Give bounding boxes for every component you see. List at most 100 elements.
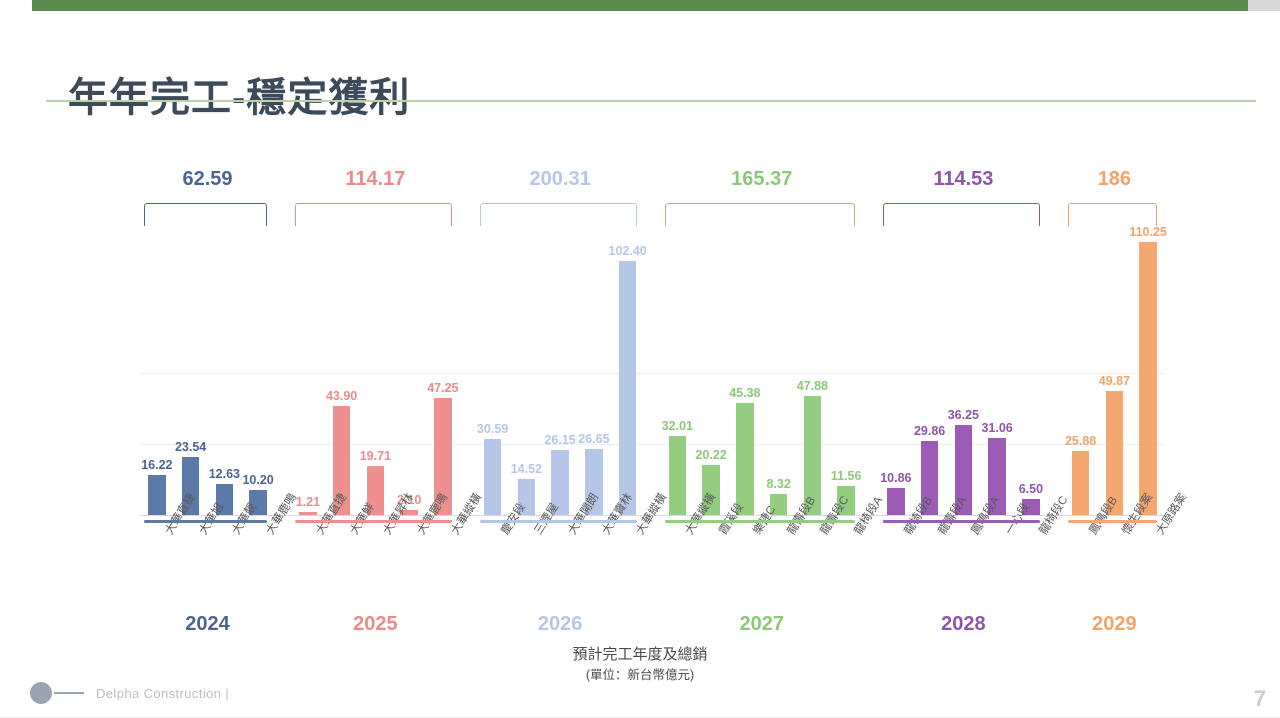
- year-label-2025: 2025: [353, 613, 398, 635]
- bar-fill: [920, 440, 939, 515]
- bar[interactable]: 45.38: [729, 386, 761, 515]
- group-total-2025: 114.17: [345, 168, 406, 190]
- bar-fill: [668, 435, 687, 515]
- bar-value-label: 49.87: [1098, 374, 1130, 389]
- bar-fill: [1071, 450, 1090, 515]
- year-label-2026: 2026: [537, 613, 583, 635]
- bar[interactable]: 30.59: [477, 422, 508, 515]
- bar-value-label: 43.90: [325, 389, 358, 404]
- bar-value-label: 29.86: [913, 423, 946, 438]
- bar-fill: [736, 402, 754, 515]
- group-bracket-2024: [144, 203, 267, 226]
- bar-value-label: 26.15: [544, 433, 576, 448]
- bar-fill: [551, 450, 569, 515]
- chart-plot-area: 62.59 16.22 23.54 12.63 10.20 114.17 1.21 43.90…: [140, 140, 1167, 555]
- bar-fill: [803, 396, 822, 515]
- bar[interactable]: 36.25: [948, 408, 979, 515]
- bar[interactable]: 2.10: [397, 493, 421, 515]
- bar-value-label: 47.25: [427, 380, 459, 395]
- group-bracket-2028: [883, 203, 1040, 226]
- bar[interactable]: 8.32: [766, 477, 791, 515]
- bar-fill: [517, 479, 536, 515]
- bar-value-label: 14.52: [510, 462, 542, 477]
- gridline: [140, 372, 1165, 374]
- x-axis-title-main: 預計完工年度及總銷: [572, 646, 708, 663]
- bar-value-label: 45.38: [729, 385, 761, 400]
- bar[interactable]: 20.22: [695, 448, 727, 515]
- bar-fill: [299, 512, 317, 515]
- bar[interactable]: 23.54: [175, 440, 206, 515]
- group-underline-2028: [883, 520, 1040, 523]
- bar[interactable]: 11.56: [831, 469, 861, 515]
- bar[interactable]: 1.21: [296, 495, 320, 515]
- bar-fill: [988, 438, 1006, 515]
- group-total-2026: 200.31: [529, 168, 591, 190]
- bar-value-label: 110.25: [1129, 224, 1167, 239]
- top-left-spacer: [0, 0, 32, 11]
- bar-value-label: 19.71: [359, 449, 391, 464]
- bar-fill: [618, 261, 637, 515]
- bar[interactable]: 29.86: [914, 424, 945, 515]
- bar[interactable]: 6.50: [1019, 482, 1043, 515]
- bar[interactable]: 31.06: [981, 421, 1013, 515]
- bar-fill: [249, 489, 267, 515]
- bar-value-label: 16.22: [141, 457, 173, 472]
- bar[interactable]: 26.65: [578, 432, 610, 515]
- bar[interactable]: 47.25: [427, 381, 459, 515]
- bar[interactable]: 10.20: [242, 473, 274, 515]
- page-number: 7: [1253, 686, 1266, 711]
- group-underline-2026: [479, 520, 637, 523]
- bar-value-label: 31.06: [981, 421, 1013, 436]
- group-underline-2029: [1067, 520, 1157, 523]
- bar-value-label: 1.21: [295, 495, 321, 509]
- bar-value-label: 8.32: [766, 477, 791, 492]
- year-label-2024: 2024: [185, 613, 230, 635]
- bar[interactable]: 110.25: [1129, 225, 1167, 515]
- x-axis-title-unit: (單位：新台幣億元): [585, 668, 695, 682]
- bar-fill: [215, 483, 234, 515]
- bar-fill: [837, 486, 855, 515]
- bar-value-label: 11.56: [830, 469, 862, 484]
- bar[interactable]: 25.88: [1065, 434, 1096, 515]
- year-label-2027: 2027: [739, 613, 785, 635]
- bar-value-label: 47.88: [796, 379, 828, 394]
- group-underline-2024: [144, 520, 267, 523]
- bar-value-label: 23.54: [174, 439, 207, 454]
- bar-value-label: 26.65: [578, 431, 610, 446]
- bar-fill: [181, 456, 200, 515]
- bar-fill: [434, 397, 452, 515]
- bar[interactable]: 26.15: [544, 433, 576, 515]
- bar-fill: [332, 406, 351, 515]
- bar[interactable]: 16.22: [141, 458, 173, 515]
- bar[interactable]: 43.90: [326, 389, 357, 515]
- group-bracket-2025: [295, 203, 452, 226]
- gridline: [140, 443, 1165, 445]
- bar[interactable]: 12.63: [209, 467, 240, 515]
- bar-value-label: 6.50: [1018, 481, 1044, 496]
- bar[interactable]: 14.52: [511, 462, 542, 515]
- bar-fill: [483, 439, 502, 515]
- bar[interactable]: 32.01: [662, 419, 693, 515]
- bar-fill: [585, 448, 603, 515]
- page-title: 年年完工-穩定獲利: [68, 75, 411, 120]
- bar-value-label: 102.40: [608, 244, 647, 259]
- bar-fill: [148, 474, 166, 515]
- group-bracket-2026: [479, 203, 637, 226]
- x-axis-title: 預計完工年度及總銷 (單位：新台幣億元): [0, 645, 1280, 685]
- year-label-2028: 2028: [941, 613, 986, 635]
- bar-value-label: 25.88: [1064, 433, 1097, 448]
- bar-value-label: 2.10: [396, 492, 422, 507]
- bar[interactable]: 49.87: [1099, 374, 1130, 515]
- title-divider: [46, 100, 1256, 102]
- bar[interactable]: 47.88: [797, 379, 828, 515]
- bar-fill: [1139, 241, 1157, 515]
- bar-fill: [1105, 391, 1124, 515]
- bar[interactable]: 19.71: [360, 449, 391, 515]
- bar[interactable]: 10.86: [880, 471, 912, 515]
- brand-line-icon: [54, 692, 84, 694]
- group-total-2029: 186: [1097, 168, 1132, 190]
- group-total-2027: 165.37: [731, 168, 793, 190]
- x-axis-line: [140, 515, 1165, 516]
- bar[interactable]: 102.40: [608, 244, 647, 515]
- bar-fill: [1022, 498, 1040, 515]
